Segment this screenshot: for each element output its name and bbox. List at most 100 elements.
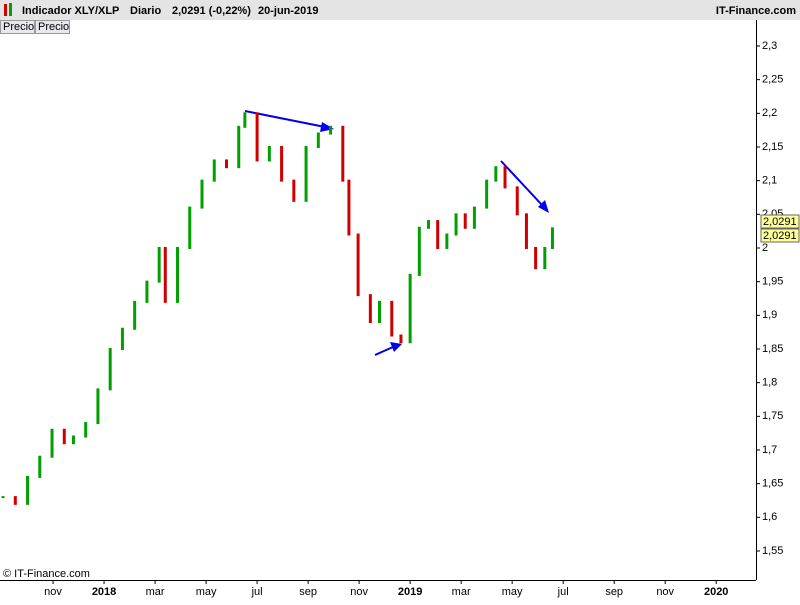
- candle: [200, 179, 204, 209]
- y-tick-label: 1,65: [762, 478, 783, 490]
- candle: [62, 428, 66, 445]
- candle: [304, 145, 308, 202]
- icon: [9, 3, 12, 16]
- icon: [4, 4, 7, 16]
- x-tick-label: mar: [146, 586, 165, 598]
- candle: [267, 145, 271, 162]
- candle: [133, 300, 137, 330]
- candle: [515, 186, 519, 216]
- candle: [157, 246, 161, 283]
- candle: [399, 334, 403, 344]
- candle: [26, 475, 30, 505]
- y-tick-label: 2: [762, 242, 768, 254]
- candle: [472, 206, 476, 229]
- y-tick-label: 2,25: [762, 74, 783, 86]
- x-tick-label: 2018: [92, 586, 116, 598]
- y-tick-label: 1,9: [762, 309, 777, 321]
- candle: [503, 166, 507, 189]
- candle: [316, 132, 320, 148]
- x-tick-label: nov: [44, 586, 62, 598]
- tab[interactable]: [35, 20, 70, 34]
- x-tick-label: nov: [656, 586, 674, 598]
- x-tick-label: 2019: [398, 586, 422, 598]
- header-date: 20-jun-2019: [258, 5, 319, 17]
- candle: [237, 125, 241, 169]
- candle: [427, 220, 431, 229]
- candle: [71, 435, 75, 445]
- candle: [356, 233, 360, 297]
- x-tick-label: may: [502, 586, 523, 598]
- y-tick-label: 1,95: [762, 276, 783, 288]
- y-tick-label: 1,75: [762, 410, 783, 422]
- x-tick-label: jul: [251, 586, 263, 598]
- candle: [463, 213, 467, 229]
- tab-label[interactable]: Precio: [38, 21, 69, 33]
- candle: [1, 496, 5, 499]
- candle: [50, 428, 54, 458]
- candle: [524, 213, 528, 249]
- candle: [13, 496, 17, 505]
- y-tick-label: 1,55: [762, 545, 783, 557]
- x-tick-label: nov: [350, 586, 368, 598]
- candle: [436, 220, 440, 249]
- candle: [212, 159, 216, 182]
- y-tick-label: 1,8: [762, 377, 777, 389]
- tab[interactable]: [0, 20, 35, 34]
- price-tag: [760, 228, 800, 243]
- candle: [243, 112, 247, 128]
- price-tag-label: 2,0291: [763, 216, 797, 228]
- candle: [341, 125, 345, 182]
- candle: [494, 166, 498, 182]
- copyright: © IT-Finance.com: [3, 568, 90, 580]
- candle: [255, 112, 259, 162]
- candle: [417, 226, 421, 276]
- candle: [454, 213, 458, 236]
- header-period: Diario: [130, 5, 161, 17]
- annotation-arrows: [244, 110, 549, 356]
- candle: [368, 294, 372, 324]
- candle: [550, 227, 554, 249]
- candle: [108, 347, 112, 391]
- candle: [445, 233, 449, 249]
- x-tick-label: may: [196, 586, 217, 598]
- price-tag: [760, 214, 800, 229]
- candle: [280, 145, 284, 182]
- candle: [145, 280, 149, 303]
- candle: [543, 246, 547, 270]
- y-tick-label: 2,3: [762, 40, 777, 52]
- candle: [84, 422, 88, 438]
- candle: [292, 179, 296, 202]
- header-brand: IT-Finance.com: [716, 5, 796, 17]
- tab-label[interactable]: Precio: [3, 21, 34, 33]
- candle: [329, 125, 333, 135]
- x-tick-label: mar: [452, 586, 471, 598]
- price-tag-label: 2,0291: [763, 230, 797, 242]
- candles: [1, 112, 554, 505]
- candle: [176, 246, 180, 303]
- candle: [485, 179, 489, 209]
- candle: [378, 300, 382, 324]
- y-tick-label: 1,6: [762, 511, 777, 523]
- y-tick-label: 1,85: [762, 343, 783, 355]
- candle: [188, 206, 192, 249]
- x-tick-label: jul: [557, 586, 569, 598]
- x-tick-label: sep: [299, 586, 317, 598]
- header-bar: [0, 0, 800, 20]
- x-tick-label: 2020: [704, 586, 728, 598]
- x-tick-label: sep: [605, 586, 623, 598]
- candle: [534, 246, 538, 270]
- candle: [120, 327, 124, 350]
- candle: [224, 159, 228, 169]
- header-title: Indicador XLY/XLP: [22, 5, 119, 17]
- candle: [347, 179, 351, 236]
- candle: [38, 455, 42, 478]
- candle: [390, 300, 394, 337]
- y-tick-label: 2,2: [762, 107, 777, 119]
- y-tick-label: 1,7: [762, 444, 777, 456]
- candle: [163, 246, 167, 303]
- candle: [96, 388, 100, 425]
- header-last: 2,0291 (-0,22%): [172, 5, 251, 17]
- y-tick-label: 2,15: [762, 141, 783, 153]
- candle: [408, 273, 412, 344]
